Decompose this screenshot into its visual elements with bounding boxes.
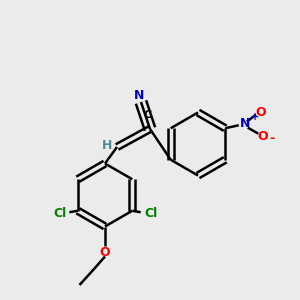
Text: C: C (143, 110, 152, 121)
Text: H: H (102, 139, 112, 152)
Text: N: N (134, 89, 145, 102)
Text: O: O (255, 106, 266, 119)
Text: +: + (250, 112, 259, 122)
Text: Cl: Cl (53, 207, 66, 220)
Text: O: O (100, 245, 110, 259)
Text: Cl: Cl (144, 207, 158, 220)
Text: N: N (240, 117, 250, 130)
Text: O: O (257, 130, 268, 143)
Text: -: - (269, 132, 274, 145)
